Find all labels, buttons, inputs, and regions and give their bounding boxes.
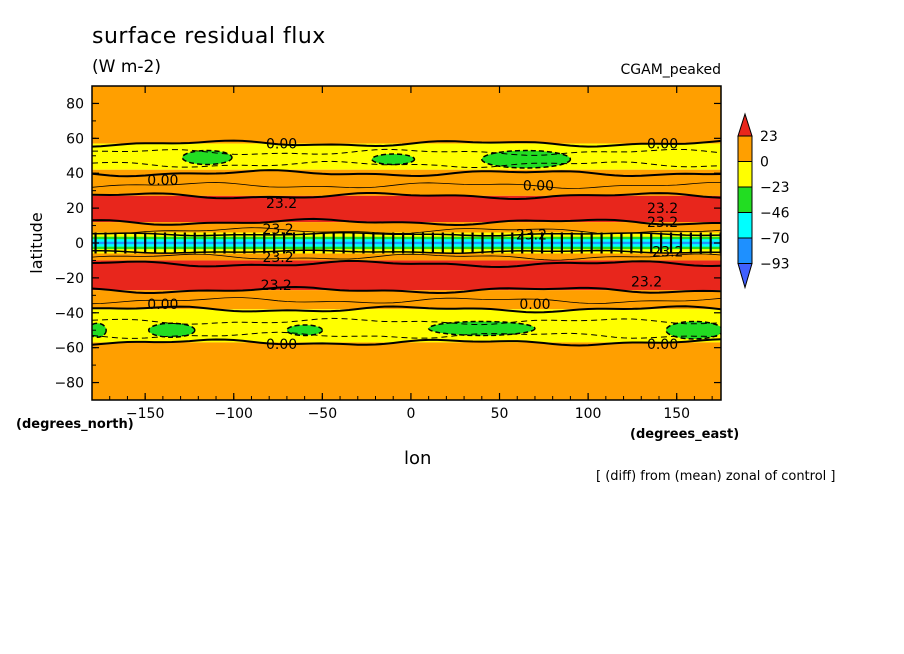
x-tick-label: 0	[406, 406, 415, 422]
colorbar-label: 0	[760, 155, 769, 171]
band-10	[92, 290, 721, 310]
run-label: CGAM_peaked	[620, 62, 721, 78]
equator-stripe-6	[92, 249, 721, 252]
y-tick-label: 0	[75, 236, 84, 252]
colorbar-label: −93	[760, 257, 790, 273]
contour-0	[92, 139, 721, 148]
contour-10	[92, 285, 721, 295]
contour-label-3: 0.00	[523, 178, 554, 194]
band-3	[92, 195, 721, 223]
band-12	[92, 342, 721, 400]
band-4	[92, 222, 721, 233]
chart-title: surface residual flux	[92, 24, 326, 49]
y-tick-label: 40	[66, 166, 84, 182]
contour-label-2: 0.00	[147, 173, 178, 189]
contour-label-7: 23.2	[516, 227, 547, 243]
contour-label-10: 23.2	[652, 245, 683, 261]
equator-contour-1	[92, 249, 721, 254]
green-patch-1	[371, 153, 416, 166]
y-axis-units: (degrees_north)	[16, 417, 134, 432]
green-patch-5	[427, 320, 536, 337]
contour-label-0: 0.00	[266, 137, 297, 153]
contour-14	[92, 331, 721, 339]
contour-5	[92, 192, 721, 201]
green-patch-6	[665, 320, 721, 340]
colorbar: 23 0 −23 −46 −70 −93	[737, 112, 790, 290]
x-tick-label: −50	[308, 406, 338, 422]
contour-3	[92, 169, 721, 178]
contour-label-4: 23.2	[266, 196, 297, 212]
x-axis: −150 −100 −50 0 50 100 150	[109, 86, 713, 422]
green-patch-0	[181, 149, 233, 166]
y-tick-label: 60	[66, 131, 84, 147]
y-tick-label: −80	[54, 376, 84, 392]
colorbar-top-arrow	[737, 112, 753, 137]
equator-stripe-5	[92, 246, 721, 250]
equator-contour-0	[92, 232, 721, 237]
contour-label-8: 23.2	[647, 215, 678, 231]
contour-8	[92, 253, 721, 261]
y-axis-label: latitude	[27, 212, 46, 273]
band-8	[92, 253, 721, 261]
contour-12	[92, 305, 721, 314]
colorbar-label: 23	[760, 129, 778, 145]
contour-label-11: 23.2	[261, 278, 292, 294]
green-patch-7	[92, 322, 107, 338]
colorbar-swatch-2	[737, 186, 753, 213]
colorbar-label: −46	[760, 206, 790, 222]
contour-label-12: 23.2	[631, 274, 662, 290]
equator-stripe-2	[92, 239, 721, 242]
contour-6	[92, 217, 721, 227]
x-tick-label: −100	[215, 406, 253, 422]
y-axis: 80 60 40 20 0 −20 −40 −60 −80	[54, 85, 721, 401]
y-tick-label: 80	[66, 96, 84, 112]
colorbar-label: −70	[760, 231, 790, 247]
contour-13	[92, 317, 721, 326]
contour-4	[92, 182, 721, 189]
green-patches	[92, 149, 721, 340]
green-patch-3	[147, 322, 196, 338]
contour-9	[92, 259, 721, 269]
contour-label-1: 0.00	[647, 137, 678, 153]
contour-1	[92, 148, 721, 156]
contour-label-16: 0.00	[647, 337, 678, 353]
colorbar-swatch-1	[737, 161, 753, 188]
y-tick-label: −60	[54, 341, 84, 357]
x-tick-label: 100	[575, 406, 602, 422]
contour-label-15: 0.00	[266, 337, 297, 353]
contour-2	[92, 160, 721, 169]
contour-label-14: 0.00	[519, 297, 550, 313]
x-tick-label: 50	[491, 406, 509, 422]
equatorial-noise	[92, 232, 721, 254]
colorbar-swatch-4	[737, 237, 753, 264]
colorbar-label: −23	[760, 180, 790, 196]
x-axis-label: lon	[404, 448, 431, 469]
x-tick-label: −150	[126, 406, 164, 422]
contour-label-13: 0.00	[147, 297, 178, 313]
contour-label-5: 23.2	[647, 201, 678, 217]
green-patch-2	[481, 149, 572, 169]
x-tick-label: 150	[663, 406, 690, 422]
x-axis-units: (degrees_east)	[630, 427, 739, 442]
colorbar-bottom-arrow	[737, 263, 753, 290]
y-tick-label: −20	[54, 271, 84, 287]
colorbar-swatch-3	[737, 212, 753, 239]
equator-stripe-3	[92, 241, 721, 245]
equator-stripe-0	[92, 234, 721, 237]
contour-label-6: 23.2	[262, 222, 293, 238]
y-tick-label: 20	[66, 201, 84, 217]
contour-11	[92, 297, 721, 305]
colorbar-swatch-0	[737, 135, 753, 162]
contour-label-9: 23.2	[262, 250, 293, 266]
y-tick-label: −40	[54, 306, 84, 322]
chart-units: (W m-2)	[92, 57, 161, 77]
chart-note: [ (diff) from (mean) zonal of control ]	[596, 469, 836, 484]
equator-stripe-1	[92, 236, 721, 240]
band-0	[92, 86, 721, 144]
contour-15	[92, 338, 721, 347]
equator-stripe-4	[92, 244, 721, 247]
